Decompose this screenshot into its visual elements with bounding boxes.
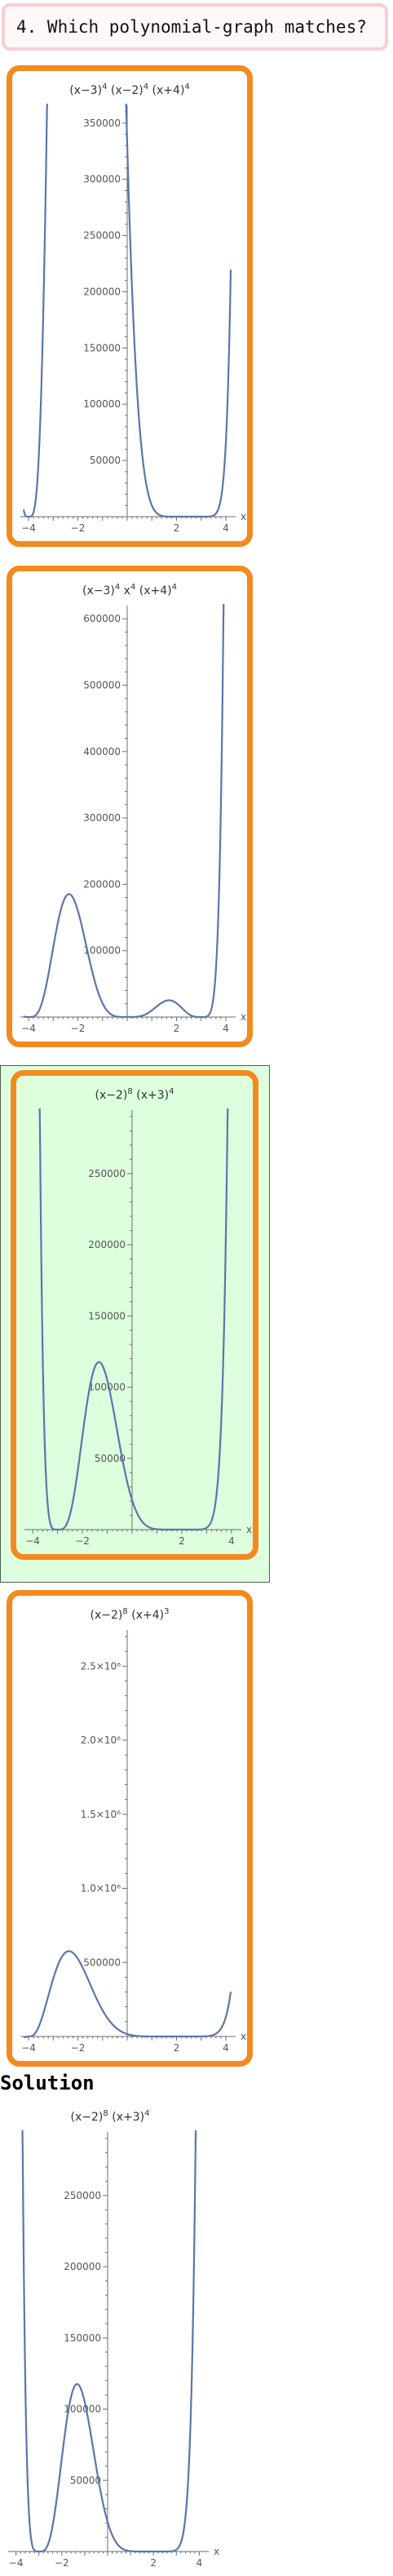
question-text: 4. Which polynomial-graph matches?	[16, 17, 367, 37]
y-tick-label: 2.0×10⁶	[81, 1734, 121, 1746]
x-tick-label: 4	[223, 1023, 229, 1034]
y-tick-label: 500000	[83, 679, 121, 691]
x-tick-label: −2	[55, 2557, 69, 2569]
function-curve	[22, 104, 232, 518]
y-tick-label: 100000	[83, 945, 121, 957]
y-tick-label: 1.0×10⁶	[81, 1883, 121, 1894]
y-tick-label: 250000	[83, 230, 121, 242]
x-tick-label: 4	[223, 522, 229, 534]
option-card-2[interactable]: (x−3)4 x4 (x+4)4 x −4 −2 2 4 100000 200000 30000…	[7, 566, 253, 1047]
solution-heading: Solution	[0, 2072, 95, 2094]
x-axis-label: x	[241, 2031, 246, 2042]
x-tick-label: −4	[21, 1023, 36, 1034]
plot-title: (x−2)8 (x+3)4	[95, 1087, 174, 1102]
y-tick-label: 50000	[90, 455, 121, 466]
y-tick-label: 50000	[70, 2475, 101, 2486]
x-axis-label: x	[241, 511, 246, 522]
option-4-plot: (x−2)8 (x+4)3 x −4 −2 2 4 500000 1.0×10⁶ 1.5×10⁶…	[20, 1607, 246, 2054]
x-tick-label: 2	[150, 2557, 157, 2569]
y-tick-label: 500000	[83, 1956, 121, 1968]
y-tick-label: 2.5×10⁶	[81, 1660, 121, 1672]
x-tick-label: 4	[228, 1535, 235, 1547]
y-tick-label: 100000	[83, 398, 121, 410]
y-tick-label: 400000	[83, 746, 121, 757]
y-tick-label: 200000	[64, 2261, 101, 2272]
function-curve	[23, 1950, 232, 2038]
x-tick-label: 2	[174, 522, 180, 534]
x-tick-label: −4	[25, 1535, 40, 1547]
x-tick-label: −2	[71, 1023, 86, 1034]
x-tick-label: −4	[21, 2042, 36, 2054]
y-tick-label: 600000	[83, 613, 121, 624]
option-card-1[interactable]: (x−3)4 (x−2)4 (x+4)4 x −4 −2 2 4 50000 100000 15…	[7, 65, 253, 547]
y-tick-label: 350000	[83, 118, 121, 129]
y-tick-label: 1.5×10⁶	[81, 1809, 121, 1820]
option-3-plot: (x−2)8 (x+3)4 x −4 −2 2 4 50000 100000 150000 200…	[24, 1087, 252, 1547]
x-tick-label: 4	[223, 2042, 229, 2054]
x-tick-label: 2	[179, 1535, 185, 1547]
y-tick-label: 300000	[83, 812, 121, 824]
x-tick-label: −2	[75, 1535, 90, 1547]
x-axis-label: x	[241, 1011, 246, 1023]
x-axis-label: x	[246, 1524, 252, 1535]
plot-title: (x−3)4 (x−2)4 (x+4)4	[69, 82, 190, 97]
x-tick-label: 4	[196, 2557, 203, 2569]
y-tick-label: 150000	[88, 1310, 126, 1321]
y-tick-label: 150000	[64, 2332, 101, 2343]
function-curve	[21, 2130, 197, 2553]
y-tick-label: 300000	[83, 174, 121, 185]
y-tick-label: 150000	[83, 342, 121, 353]
y-tick-label: 200000	[88, 1239, 126, 1250]
y-tick-label: 200000	[83, 878, 121, 890]
y-tick-label: 50000	[95, 1453, 126, 1464]
x-tick-label: −4	[21, 522, 36, 534]
question-box: 4. Which polynomial-graph matches?	[2, 3, 388, 51]
y-tick-label: 250000	[64, 2190, 101, 2201]
solution-plot: (x−2)8 (x+3)4 x −4 −2 2 4 50000 100000 150000 200…	[8, 2109, 219, 2569]
x-tick-label: −2	[71, 2042, 86, 2054]
option-card-4[interactable]: (x−2)8 (x+4)3 x −4 −2 2 4 500000 1.0×10⁶ 1.5×10⁶…	[7, 1590, 253, 2067]
y-tick-label: 100000	[64, 2404, 101, 2415]
plot-title: (x−2)8 (x+3)4	[71, 2109, 150, 2124]
y-tick-label: 100000	[88, 1382, 126, 1393]
x-axis-label: x	[214, 2546, 219, 2557]
option-2-plot: (x−3)4 x4 (x+4)4 x −4 −2 2 4 100000 200000 30000…	[20, 583, 246, 1034]
x-tick-label: −4	[9, 2557, 24, 2569]
option-1-plot: (x−3)4 (x−2)4 (x+4)4 x −4 −2 2 4 50000 100000 15…	[20, 82, 246, 534]
x-tick-label: −2	[71, 522, 86, 534]
function-curve	[23, 604, 225, 1019]
y-tick-label: 200000	[83, 286, 121, 297]
x-tick-label: 2	[174, 2042, 180, 2054]
function-curve	[38, 1108, 229, 1531]
option-card-3[interactable]: (x−2)8 (x+3)4 x −4 −2 2 4 50000 100000 150000 200…	[11, 1070, 258, 1560]
plot-title: (x−2)8 (x+4)3	[91, 1607, 170, 1622]
y-tick-label: 250000	[88, 1168, 126, 1179]
plot-title: (x−3)4 x4 (x+4)4	[82, 583, 177, 597]
x-tick-label: 2	[174, 1023, 180, 1034]
